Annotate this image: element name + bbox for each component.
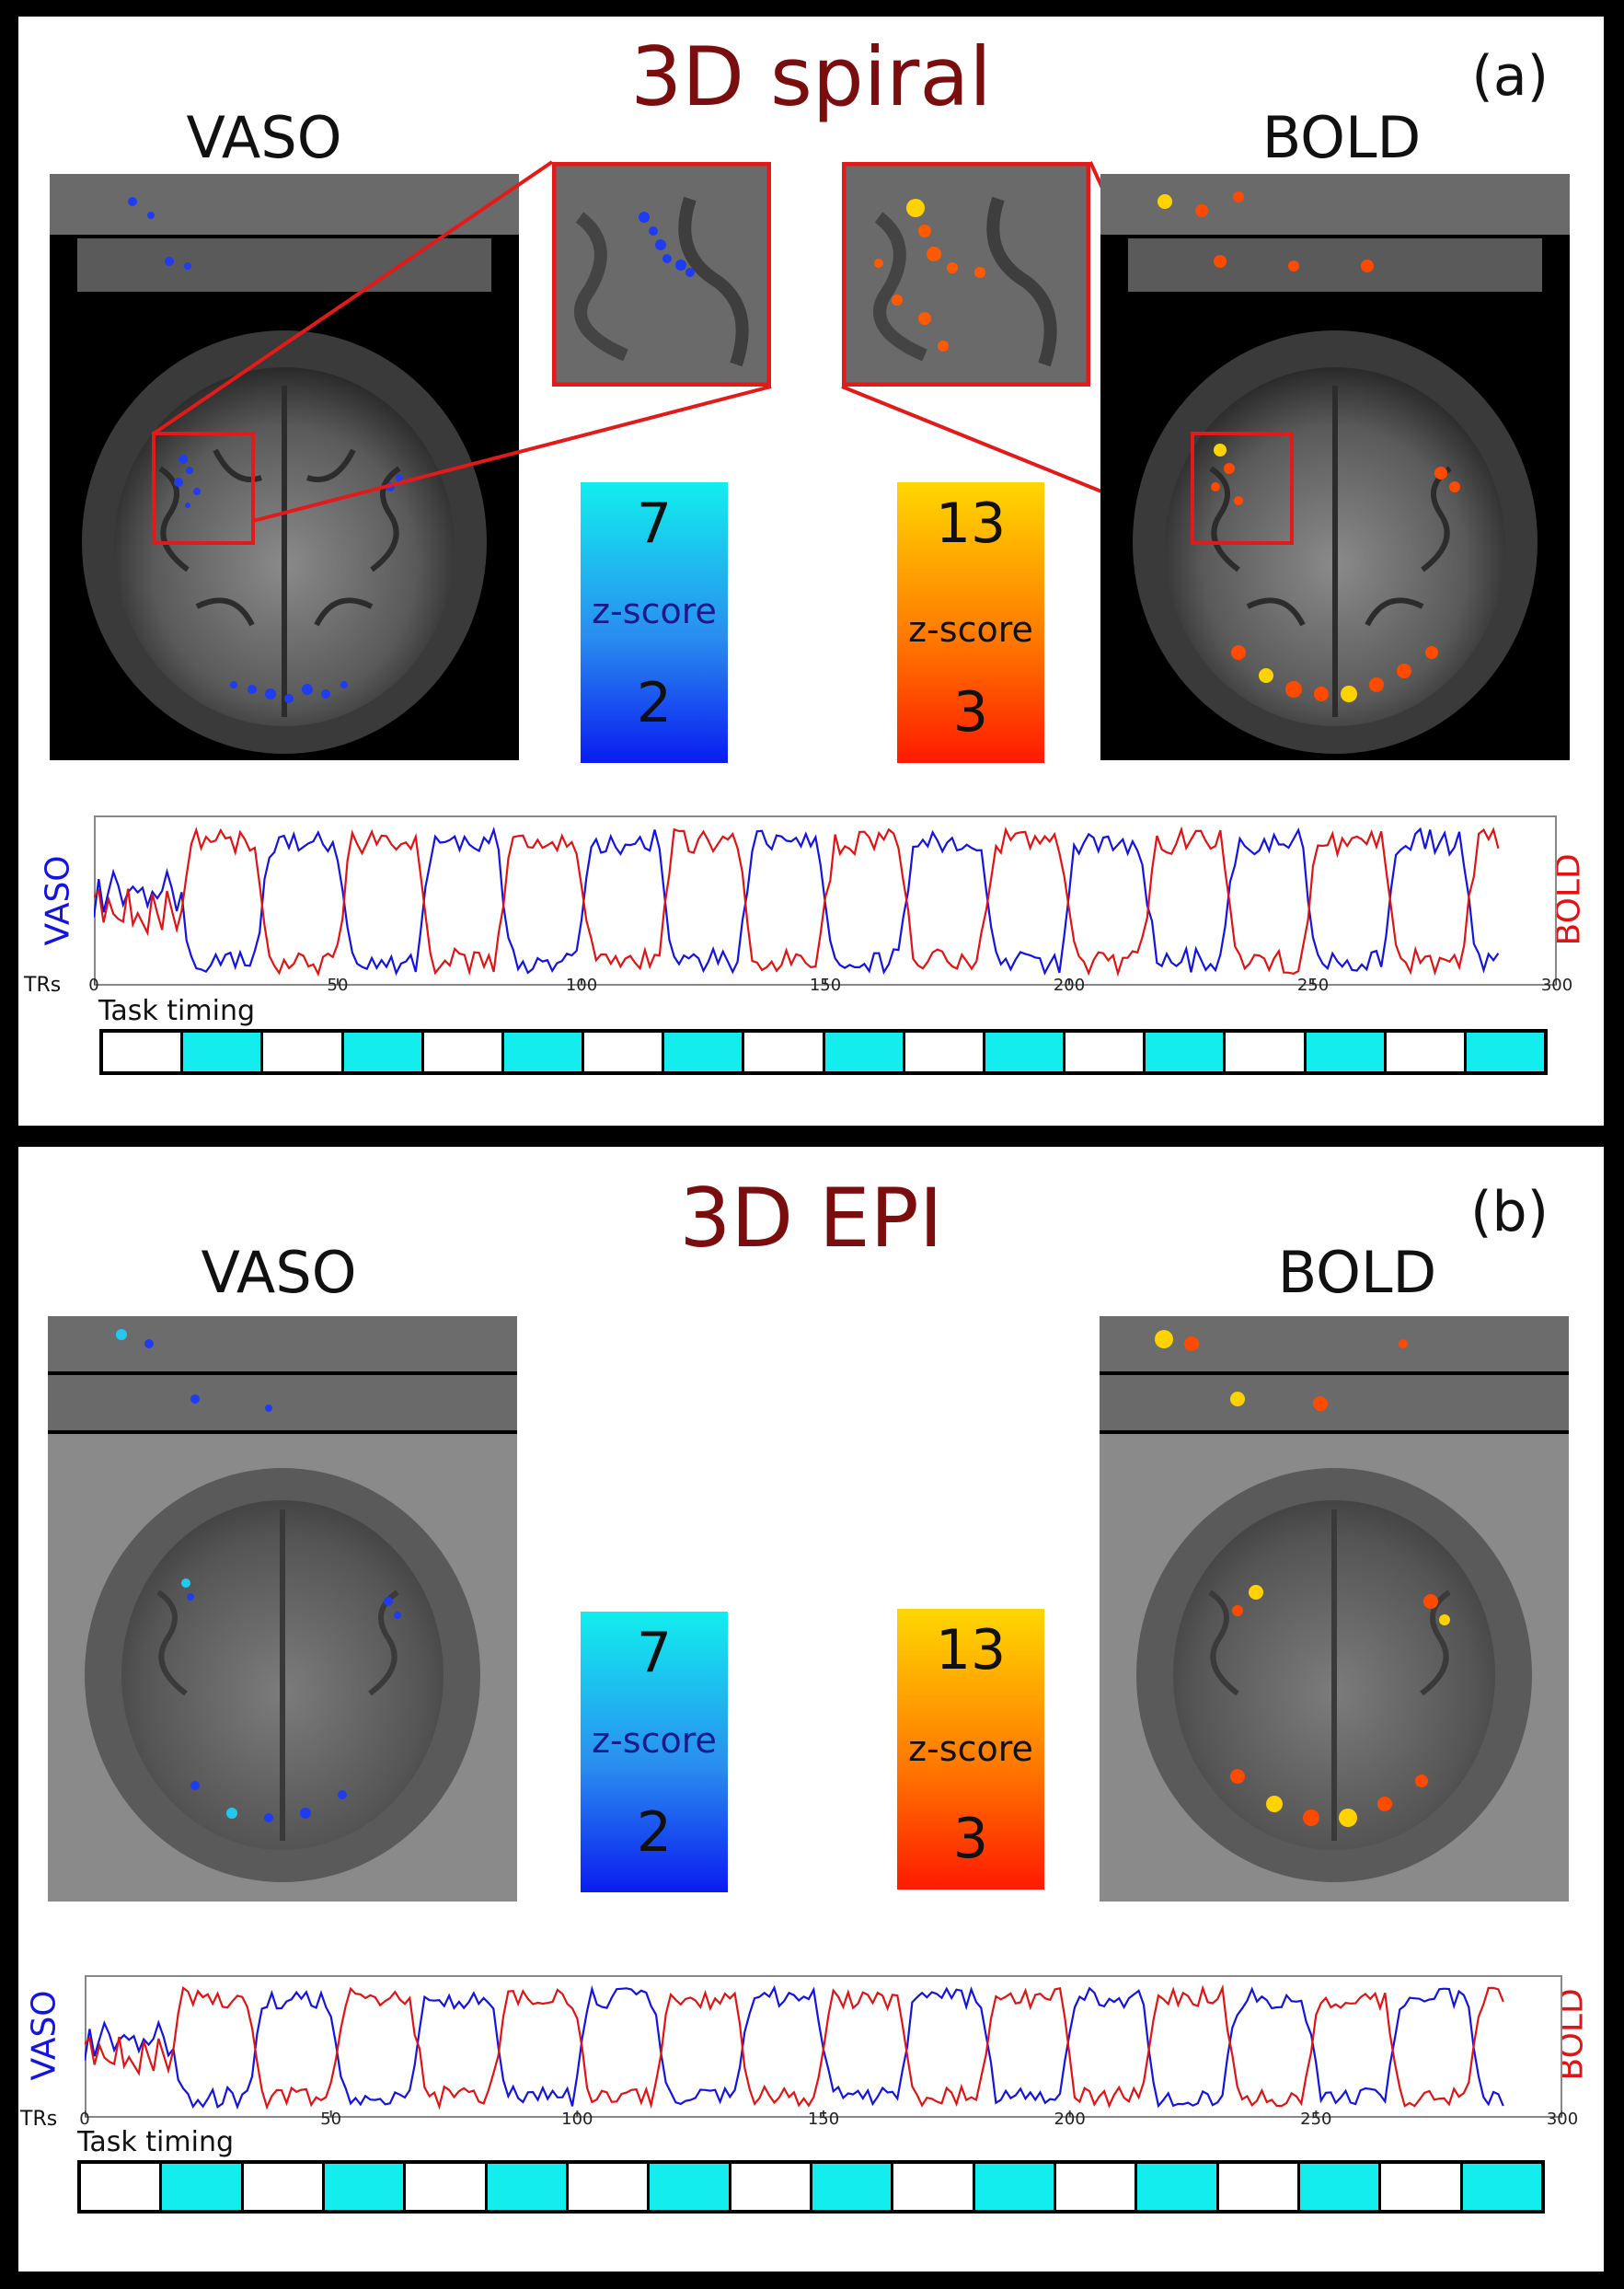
x-tick-label: 0: [88, 976, 99, 995]
plot-left-axis-label: VASO: [25, 1990, 63, 2081]
x-tick-label: 150: [809, 976, 842, 995]
task-timing-bar: [99, 1029, 1548, 1075]
x-tick-label: 300: [1540, 976, 1573, 995]
plot-left-axis-label: VASO: [39, 855, 77, 946]
panel-label: (b): [1470, 1180, 1549, 1244]
vaso-image-label: VASO: [186, 104, 342, 171]
task-block-rest: [1381, 2164, 1463, 2210]
x-tick-label: 250: [1300, 2110, 1332, 2129]
x-tick-label: 300: [1546, 2110, 1579, 2129]
x-axis-name: TRs: [24, 974, 62, 997]
x-tick-label: 50: [320, 2110, 342, 2129]
task-block-rest: [1226, 1033, 1307, 1071]
task-block-rest: [406, 2164, 488, 2210]
task-block-rest: [584, 1033, 665, 1071]
vaso-colorbar-max: 7: [636, 1621, 673, 1685]
x-tick-label: 150: [807, 2110, 840, 2129]
vaso-colorbar-min: 2: [636, 1800, 673, 1865]
task-block-rest: [423, 1033, 504, 1071]
task-timing-bar: [77, 2160, 1545, 2214]
task-block-rest: [731, 2164, 812, 2210]
task-block-task: [503, 1033, 585, 1071]
task-block-rest: [568, 2164, 651, 2210]
panel-label: (a): [1471, 44, 1549, 109]
panel-3d-spiral: 3D spiral (a) VASO BOLD: [18, 17, 1604, 1126]
bold-timecourse-line: [94, 826, 1500, 977]
task-block-task: [343, 1033, 424, 1071]
task-block-rest: [81, 2164, 163, 2210]
x-axis-name: TRs: [20, 2108, 58, 2131]
task-block-rest: [744, 1033, 825, 1071]
task-block-task: [1299, 2164, 1382, 2210]
bold-image-label: BOLD: [1261, 104, 1422, 171]
task-block-task: [183, 1033, 264, 1071]
bold-colorbar: 13 z-score 3: [897, 482, 1044, 763]
x-tick-label: 200: [1054, 2110, 1086, 2129]
bold-colorbar-max: 13: [935, 491, 1007, 556]
bold-brain-image: [1100, 1316, 1569, 1902]
task-timing-label: Task timing: [98, 995, 255, 1027]
timecourse-plot: [85, 1975, 1562, 2118]
task-timing-label: Task timing: [77, 2126, 234, 2158]
vaso-colorbar: 7 z-score 2: [581, 1612, 728, 1892]
task-block-task: [324, 2164, 407, 2210]
vaso-timecourse-line: [94, 826, 1500, 977]
task-block-task: [812, 2164, 894, 2210]
vaso-colorbar-max: 7: [636, 491, 673, 556]
task-block-rest: [103, 1033, 184, 1071]
vaso-image-label: VASO: [201, 1239, 357, 1306]
x-tick-label: 100: [565, 976, 598, 995]
vaso-timecourse-line: [85, 1984, 1504, 2110]
task-block-task: [650, 2164, 731, 2210]
task-block-rest: [243, 2164, 325, 2210]
bold-colorbar-label: z-score: [908, 609, 1033, 650]
task-block-rest: [893, 2164, 975, 2210]
task-block-task: [1146, 1033, 1227, 1071]
task-block-rest: [263, 1033, 344, 1071]
task-block-task: [974, 2164, 1056, 2210]
task-block-rest: [904, 1033, 985, 1071]
x-tick-label: 250: [1296, 976, 1330, 995]
vaso-colorbar-label: z-score: [592, 591, 717, 631]
task-block-rest: [1386, 1033, 1467, 1071]
panel-title: 3D EPI: [679, 1171, 943, 1266]
bold-zoom-inset: [842, 162, 1090, 387]
vaso-brain-image: [48, 1316, 517, 1902]
timecourse-plot: [94, 815, 1557, 986]
bold-colorbar-label: z-score: [908, 1728, 1033, 1769]
x-tick-label: 100: [561, 2110, 593, 2129]
bold-colorbar-max: 13: [935, 1618, 1007, 1682]
task-block-task: [1466, 1033, 1545, 1071]
vaso-zoom-inset: [552, 162, 771, 387]
bold-colorbar-min: 3: [952, 1807, 989, 1871]
task-block-task: [1306, 1033, 1387, 1071]
task-block-task: [487, 2164, 569, 2210]
vaso-colorbar-label: z-score: [592, 1720, 717, 1761]
bold-colorbar: 13 z-score 3: [897, 1609, 1044, 1890]
vaso-colorbar: 7 z-score 2: [581, 482, 728, 763]
bold-brain-image: [1100, 174, 1570, 760]
task-block-rest: [1065, 1033, 1146, 1071]
task-block-task: [1462, 2164, 1541, 2210]
x-tick-label: 0: [79, 2110, 90, 2129]
task-block-task: [824, 1033, 905, 1071]
vaso-colorbar-min: 2: [636, 671, 673, 735]
panel-title: 3D spiral: [630, 29, 992, 124]
bold-colorbar-min: 3: [952, 680, 989, 745]
panel-3d-epi: 3D EPI (b) VASO BOLD: [18, 1147, 1604, 2272]
vaso-brain-image: [50, 174, 519, 760]
bold-image-label: BOLD: [1277, 1239, 1437, 1306]
bold-timecourse-line: [85, 1983, 1504, 2110]
task-block-rest: [1055, 2164, 1138, 2210]
x-tick-label: 200: [1053, 976, 1086, 995]
task-block-rest: [1218, 2164, 1300, 2210]
task-block-task: [985, 1033, 1066, 1071]
x-tick-label: 50: [327, 976, 349, 995]
task-block-task: [162, 2164, 244, 2210]
task-block-task: [664, 1033, 745, 1071]
task-block-task: [1137, 2164, 1219, 2210]
